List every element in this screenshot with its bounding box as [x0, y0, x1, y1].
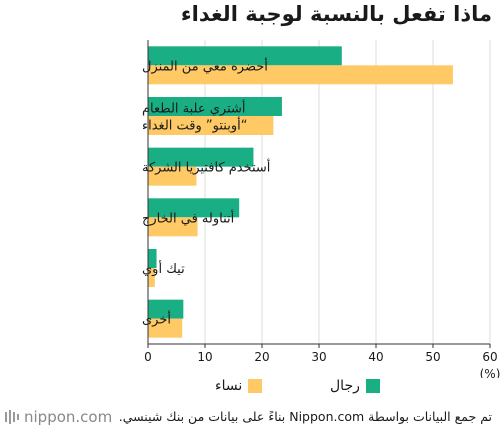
x-tick-label-4: 40 — [368, 350, 383, 364]
category-label-2: أستخدم كافتيريا الشركة — [142, 159, 270, 176]
x-tick-label-5: 50 — [425, 350, 440, 364]
nippon-logo-text: nippon.com — [24, 408, 113, 426]
x-tick-label-1: 10 — [197, 350, 212, 364]
bar-men-4 — [148, 249, 157, 268]
nippon-logo-icon — [5, 410, 19, 424]
bar-chart: أحضره معي من المنزل أشتري علبة الطعام“أوب… — [142, 40, 500, 378]
legend-swatch-women — [248, 379, 263, 393]
chart-title: ماذا تفعل بالنسبة لوجبة الغداء — [180, 2, 492, 26]
bar-women-0 — [148, 65, 453, 85]
category-label-1-line-1: “أوبنتو” وقت الغداء — [142, 117, 247, 134]
x-tick-label-0: 0 — [144, 350, 152, 364]
bar-women-5 — [148, 318, 183, 338]
legend-swatch-men — [365, 379, 380, 393]
bar-women-1 — [148, 116, 274, 135]
bar-men-5 — [148, 299, 184, 319]
legend: رجال نساء — [0, 378, 500, 402]
legend-item-women: نساء — [215, 378, 263, 394]
category-label-0: أحضره معي من المنزل — [142, 57, 268, 74]
bar-women-4 — [148, 268, 155, 287]
x-tick-label-6: 60 — [482, 350, 497, 364]
bar-men-3 — [148, 198, 240, 218]
legend-item-men: رجال — [330, 378, 380, 394]
category-label-1-line-0: أشتري علبة الطعام — [142, 100, 246, 117]
source-note: تم جمع البيانات بواسطة Nippon.com بناءً … — [118, 409, 492, 424]
bar-women-3 — [148, 217, 198, 237]
footer: nippon.com تم جمع البيانات بواسطة Nippon… — [0, 408, 500, 428]
category-label-5: أخرى — [142, 311, 171, 328]
bar-men-0 — [148, 46, 342, 66]
x-axis-unit: (%) — [480, 367, 500, 378]
category-label-3: أتناوله في الخارج — [142, 209, 234, 226]
category-label-4: تيك أوي — [142, 260, 185, 277]
bar-men-1 — [148, 97, 282, 116]
x-tick-label-3: 30 — [311, 350, 326, 364]
legend-label-men: رجال — [330, 378, 360, 394]
x-tick-label-2: 20 — [254, 350, 269, 364]
legend-label-women: نساء — [215, 378, 243, 394]
bar-women-2 — [148, 166, 197, 186]
nippon-logo: nippon.com — [4, 408, 112, 426]
bar-men-2 — [148, 147, 254, 167]
